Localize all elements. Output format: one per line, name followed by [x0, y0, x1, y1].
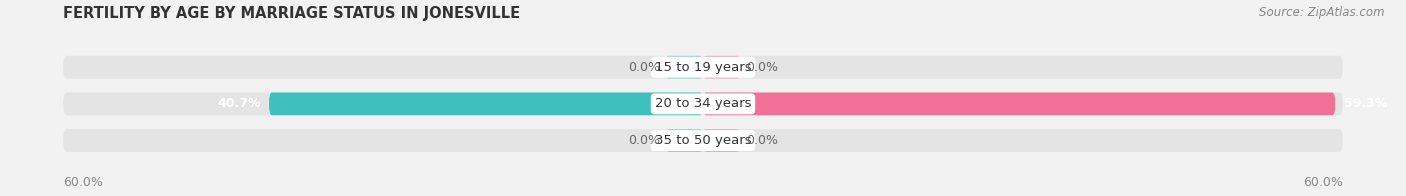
- Text: 60.0%: 60.0%: [1303, 176, 1343, 189]
- Text: 0.0%: 0.0%: [628, 134, 661, 147]
- Text: 0.0%: 0.0%: [745, 61, 778, 74]
- Text: FERTILITY BY AGE BY MARRIAGE STATUS IN JONESVILLE: FERTILITY BY AGE BY MARRIAGE STATUS IN J…: [63, 6, 520, 21]
- Text: 20 to 34 years: 20 to 34 years: [655, 97, 751, 110]
- FancyBboxPatch shape: [665, 56, 703, 79]
- Text: 0.0%: 0.0%: [628, 61, 661, 74]
- Text: 15 to 19 years: 15 to 19 years: [655, 61, 751, 74]
- Text: 35 to 50 years: 35 to 50 years: [655, 134, 751, 147]
- Text: Source: ZipAtlas.com: Source: ZipAtlas.com: [1260, 6, 1385, 19]
- Text: 60.0%: 60.0%: [63, 176, 103, 189]
- Text: 0.0%: 0.0%: [745, 134, 778, 147]
- FancyBboxPatch shape: [63, 93, 1343, 115]
- FancyBboxPatch shape: [703, 56, 741, 79]
- FancyBboxPatch shape: [269, 93, 703, 115]
- FancyBboxPatch shape: [665, 129, 703, 152]
- FancyBboxPatch shape: [703, 93, 1336, 115]
- FancyBboxPatch shape: [63, 129, 1343, 152]
- Text: 40.7%: 40.7%: [217, 97, 260, 110]
- Text: 59.3%: 59.3%: [1344, 97, 1388, 110]
- FancyBboxPatch shape: [703, 129, 741, 152]
- FancyBboxPatch shape: [63, 56, 1343, 79]
